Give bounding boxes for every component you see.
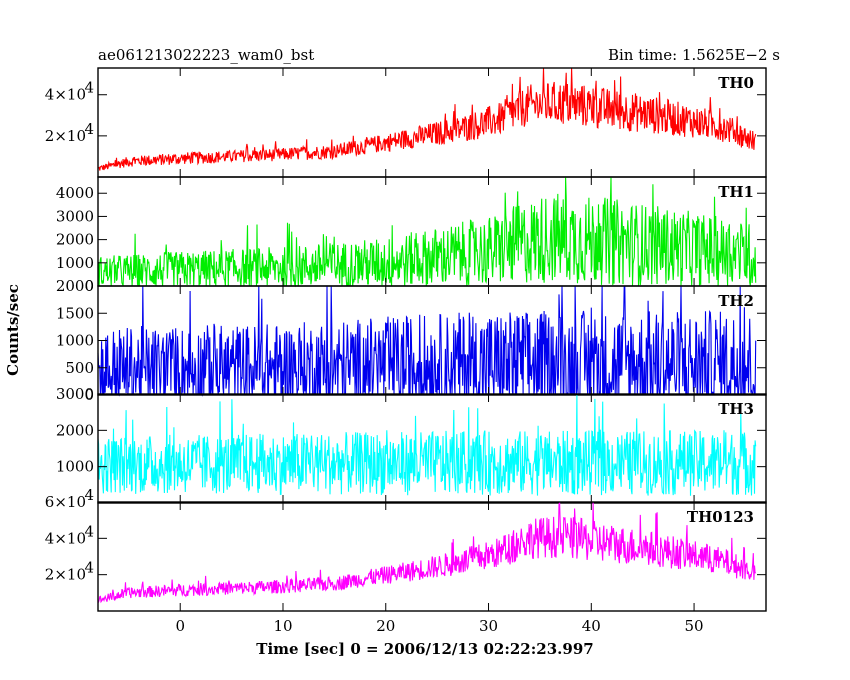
y-tick-label: 2×10 — [45, 127, 86, 145]
x-tick-label: 50 — [685, 617, 704, 635]
y-tick-label: 4000 — [56, 184, 94, 202]
series-line-th0123 — [97, 501, 757, 604]
y-tick-label: 0 — [84, 277, 94, 295]
y-tick-label: 1000 — [56, 254, 94, 272]
y-tick-label: 0 — [84, 386, 94, 404]
panel-label: TH3 — [718, 400, 754, 418]
panels: TH02×1044×104TH101000200030004000TH20500… — [45, 67, 767, 635]
y-tick-label: 3000 — [56, 385, 94, 403]
y-tick-exponent: 4 — [84, 120, 94, 138]
panel-label: TH0123 — [687, 508, 754, 526]
y-tick-label: 3000 — [56, 207, 94, 225]
y-tick-label: 2000 — [56, 231, 94, 249]
y-tick-exponent: 4 — [84, 486, 94, 504]
y-tick-label: 4×10 — [45, 86, 86, 104]
panel-label: TH2 — [718, 292, 754, 310]
y-axis-label: Counts/sec — [4, 284, 22, 376]
y-tick-label: 2000 — [56, 421, 94, 439]
panel-label: TH0 — [718, 74, 754, 92]
x-tick-label: 30 — [479, 617, 498, 635]
y-tick-label: 1000 — [56, 458, 94, 476]
y-tick-label: 4×10 — [45, 529, 86, 547]
x-tick-label: 10 — [273, 617, 292, 635]
series-line-th1 — [97, 176, 757, 288]
y-tick-label: 1000 — [56, 332, 94, 350]
chart-title: ae061213022223_wam0_bst — [98, 46, 314, 64]
panel-frame — [97, 393, 767, 504]
panel-label: TH1 — [718, 183, 754, 201]
y-tick-label: 2×10 — [45, 566, 86, 584]
y-tick-exponent: 4 — [84, 559, 94, 577]
panel-frame — [97, 501, 767, 612]
y-tick-label: 500 — [65, 359, 94, 377]
y-tick-label: 2000 — [56, 277, 94, 295]
series-line-th0 — [98, 67, 757, 171]
chart-subtitle: Bin time: 1.5625E−2 s — [608, 46, 780, 64]
y-tick-label: 6×10 — [45, 493, 86, 511]
series-line-th3 — [97, 395, 757, 496]
x-tick-label: 0 — [175, 617, 185, 635]
x-tick-label: 40 — [582, 617, 601, 635]
x-tick-label: 20 — [376, 617, 395, 635]
panel-th3: TH3 1000 2000 3000 — [56, 385, 767, 504]
y-tick-exponent: 4 — [84, 522, 94, 540]
panel-th1: TH1 0 1000 2000 3000 4000 — [56, 176, 767, 295]
y-tick-exponent: 4 — [84, 79, 94, 97]
x-axis-label: Time [sec] 0 = 2006/12/13 02:22:23.997 — [256, 640, 593, 658]
y-tick-label: 1500 — [56, 304, 94, 322]
